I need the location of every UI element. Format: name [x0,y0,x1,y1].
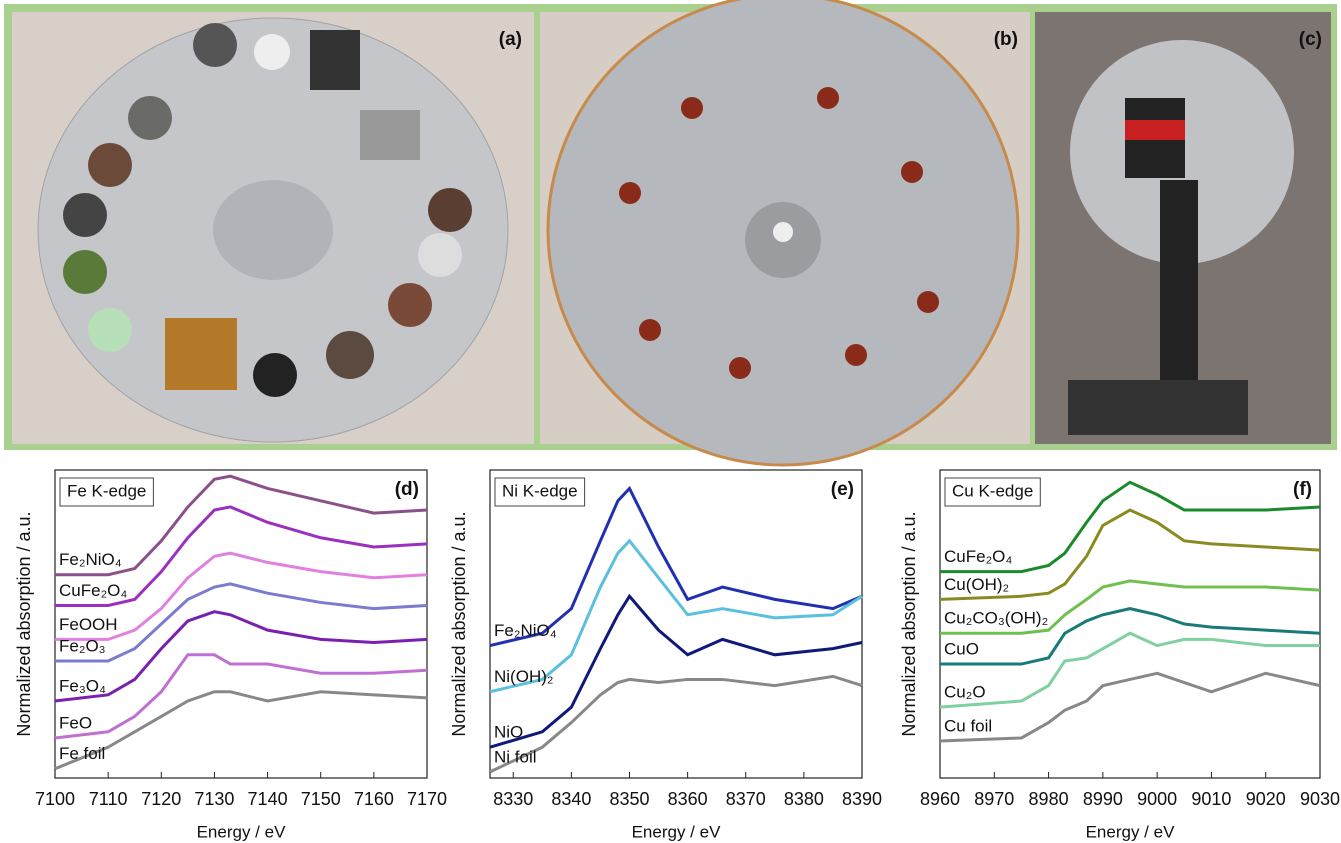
x-tick-label: 8340 [551,789,591,809]
edge-label: Fe K-edge [67,481,146,500]
x-tick-label: 8350 [609,789,649,809]
x-tick-label: 7130 [194,789,234,809]
x-tick-label: 8960 [920,789,960,809]
series-label: CuFe₂O₄ [59,581,127,600]
sample [128,96,172,140]
series-label: Fe foil [59,744,105,763]
x-tick-label: 9020 [1246,789,1286,809]
x-tick-label: 7100 [35,789,75,809]
x-tick-label: 7140 [248,789,288,809]
panel-label: (f) [1293,479,1312,500]
series-label: FeOOH [59,615,118,634]
series-label: FeO [59,713,92,732]
series-label: Cu₂O [944,683,986,702]
x-tick-label: 7110 [89,789,128,809]
x-tick-label: 7160 [354,789,394,809]
x-tick-label: 7120 [141,789,181,809]
x-tick-label: 8990 [1083,789,1123,809]
series-label: Fe₂NiO₄ [59,550,122,569]
series-label: NiO [494,723,523,742]
sample [254,34,290,70]
x-tick-label: 8370 [726,789,766,809]
x-tick-label: 7150 [301,789,341,809]
panel-label: (c) [1299,29,1322,50]
series-label: Fe₃O₄ [59,676,106,695]
series-label: Cu foil [944,717,992,736]
series-line [940,673,1320,741]
disc-center [213,180,333,280]
stage [1068,380,1248,435]
sample [418,233,462,277]
wheel-hub [773,222,793,242]
panel-label: (b) [994,29,1018,50]
sample [88,308,132,352]
stand [1160,180,1198,380]
sample [63,193,107,237]
y-axis-title: Normalized absorption / a.u. [899,511,919,736]
series-label: Fe₂O₃ [59,636,106,655]
panel-label: (a) [499,29,522,50]
x-tick-label: 8330 [493,789,533,809]
x-axis-title: Energy / eV [197,822,286,841]
x-tick-label: 8380 [784,789,824,809]
series-label: CuO [944,640,979,659]
series-label: Ni(OH)₂ [494,667,553,686]
series-label: CuFe₂O₄ [944,547,1012,566]
photo-b [540,0,1030,465]
series-line [55,655,427,738]
sample [88,143,132,187]
x-tick-label: 7170 [407,789,447,809]
y-axis-title: Normalized absorption / a.u. [14,511,34,736]
sample [63,250,107,294]
sample [388,283,432,327]
panel-label: (e) [831,479,854,500]
x-tick-label: 9010 [1191,789,1231,809]
sample-foil [310,30,360,90]
sample-tape [165,318,237,390]
panel-label: (d) [395,479,419,500]
x-tick-label: 8390 [842,789,882,809]
series-line [940,633,1320,707]
x-tick-label: 8980 [1029,789,1069,809]
sample [326,331,374,379]
photo-a [12,12,534,444]
x-tick-label: 9000 [1137,789,1177,809]
x-tick-label: 8970 [974,789,1014,809]
figure: (a) (b) (c) 7100 7110 7120 7130 7140 7150 7160… [0,0,1341,843]
sample-foil [360,110,420,160]
series-label: Cu₂CO₃(OH)₂ [944,609,1048,628]
x-axis-title: Energy / eV [1086,822,1175,841]
series-line [490,676,862,771]
series-label: Ni foil [494,747,537,766]
x-axis-title: Energy / eV [632,822,721,841]
y-axis-title: Normalized absorption / a.u. [449,511,469,736]
motor-label [1125,120,1185,140]
sample [253,353,297,397]
x-tick-label: 9030 [1300,789,1340,809]
photo-c [1035,12,1331,444]
edge-label: Ni K-edge [502,481,578,500]
series-label: Fe₂NiO₄ [494,621,557,640]
edge-label: Cu K-edge [952,481,1033,500]
x-tick-label: 8360 [668,789,708,809]
sample [193,23,237,67]
sample [428,188,472,232]
series-label: Cu(OH)₂ [944,575,1009,594]
